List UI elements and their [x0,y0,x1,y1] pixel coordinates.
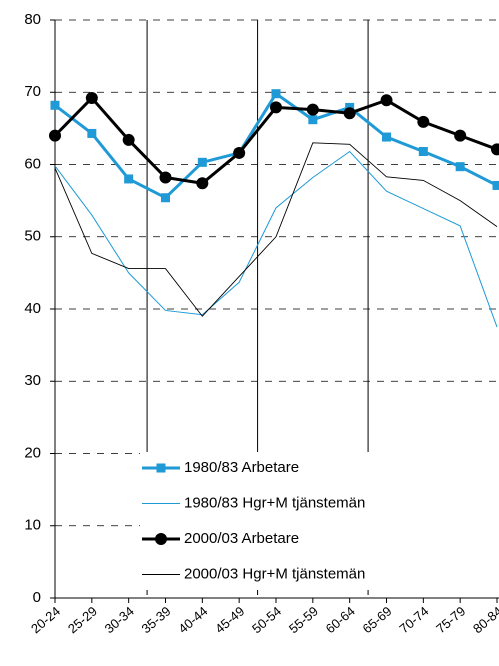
marker [233,147,245,159]
x-tick-label: 60-64 [323,603,358,636]
x-tick-label: 30-34 [102,603,137,636]
marker [196,177,208,189]
marker [419,147,428,156]
marker [456,162,465,171]
x-tick-label: 80-84 [470,603,499,636]
marker [454,130,466,142]
series-line [55,151,497,327]
legend-label: 2000/03 Hgr+M tjänstemän [184,565,365,582]
marker [272,89,281,98]
y-tick-label: 70 [24,83,41,100]
y-tick-label: 20 [24,444,41,461]
y-tick-label: 50 [24,228,41,245]
x-tick-label: 65-69 [360,603,395,636]
y-tick-label: 30 [24,372,41,389]
marker [161,193,170,202]
marker [307,104,319,116]
legend: 1980/83 Arbetare 1980/83 Hgr+M tjänstemän… [140,452,499,590]
x-tick-label: 35-39 [139,603,174,636]
marker [381,94,393,106]
marker [491,143,499,155]
x-tick-label: 20-24 [28,603,63,636]
legend-marker [155,533,167,545]
marker [160,172,172,184]
marker [198,158,207,167]
marker [382,133,391,142]
marker [51,101,60,110]
marker [49,130,61,142]
legend-label: 2000/03 Arbetare [184,530,299,547]
marker [308,115,317,124]
marker [124,174,133,183]
marker [87,129,96,138]
marker [123,134,135,146]
marker [417,116,429,128]
x-tick-label: 40-44 [175,603,210,636]
marker [493,181,499,190]
y-tick-label: 10 [24,517,41,534]
legend-label: 1980/83 Hgr+M tjänstemän [184,494,365,511]
x-tick-label: 55-59 [286,603,321,636]
x-tick-label: 25-29 [65,603,100,636]
y-tick-label: 0 [33,589,41,606]
marker [270,101,282,113]
marker [344,107,356,119]
x-tick-label: 75-79 [433,603,468,636]
marker [86,92,98,104]
y-tick-label: 60 [24,155,41,172]
y-tick-label: 80 [24,11,41,28]
legend-label: 1980/83 Arbetare [184,459,299,476]
y-tick-label: 40 [24,300,41,317]
x-tick-label: 50-54 [249,603,284,636]
x-tick-label: 45-49 [212,603,247,636]
x-tick-label: 70-74 [396,603,431,636]
legend-marker [157,464,166,473]
